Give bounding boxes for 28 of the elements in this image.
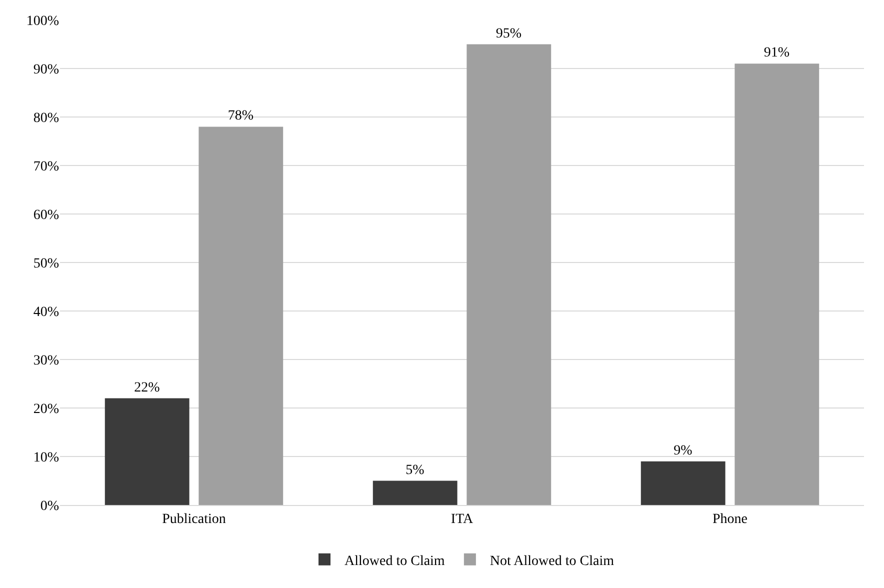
bar (104, 398, 190, 505)
y-tick-label: 90% (33, 62, 60, 78)
legend-label: Not Allowed to Claim (490, 554, 614, 569)
y-tick-label: 60% (33, 208, 60, 223)
y-tick-label: 10% (33, 450, 60, 466)
data-label: 78% (228, 108, 254, 124)
y-tick-label: 0% (40, 498, 60, 514)
bar (372, 480, 458, 505)
y-tick-label: 30% (33, 353, 60, 368)
data-label: 95% (496, 26, 522, 42)
legend-label: Allowed to Claim (344, 554, 445, 569)
data-label: 22% (134, 380, 160, 396)
bar (466, 44, 552, 505)
x-tick-label: ITA (450, 512, 474, 527)
data-label: 5% (406, 462, 425, 478)
x-tick-label: Publication (162, 512, 226, 527)
y-tick-label: 80% (33, 110, 60, 126)
bar (734, 64, 820, 505)
data-label: 91% (764, 46, 790, 61)
y-tick-label: 100% (26, 14, 60, 29)
x-tick-label: Phone (712, 512, 748, 527)
bar (198, 126, 284, 505)
y-tick-label: 50% (33, 256, 60, 272)
y-tick-label: 20% (33, 402, 60, 417)
data-label: 9% (674, 443, 693, 458)
bar (640, 461, 726, 505)
y-tick-label: 40% (33, 304, 60, 320)
y-tick-label: 70% (33, 159, 60, 174)
